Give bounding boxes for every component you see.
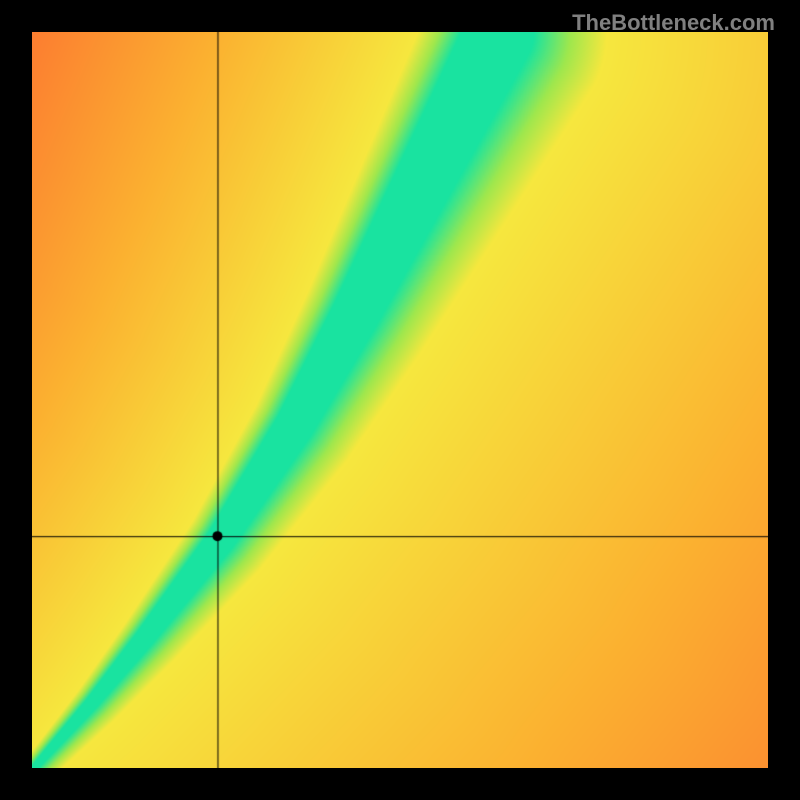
chart-container: TheBottleneck.com bbox=[0, 0, 800, 800]
heatmap-plot bbox=[32, 32, 768, 768]
watermark-text: TheBottleneck.com bbox=[572, 10, 775, 36]
heatmap-canvas bbox=[32, 32, 768, 768]
